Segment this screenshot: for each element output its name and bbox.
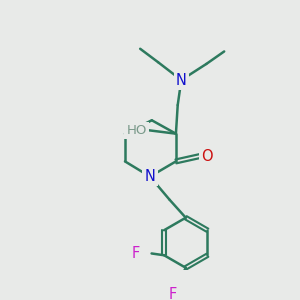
Text: F: F	[169, 287, 177, 300]
Text: N: N	[145, 169, 155, 184]
Text: HO: HO	[126, 124, 147, 136]
Text: N: N	[176, 73, 187, 88]
Text: F: F	[131, 246, 140, 261]
Text: O: O	[201, 148, 213, 164]
